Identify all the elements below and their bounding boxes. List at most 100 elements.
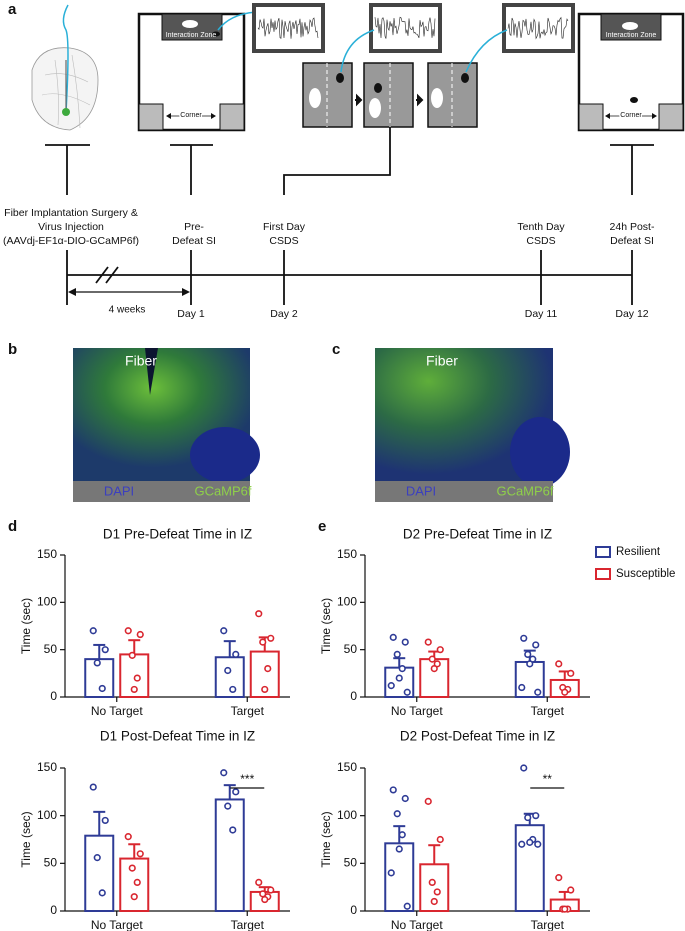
y-tick-label: 0 <box>350 689 357 703</box>
image-label: Fiber <box>426 353 458 369</box>
y-tick-label: 100 <box>37 808 57 822</box>
data-point <box>561 905 569 913</box>
data-point <box>561 688 569 696</box>
error-bar <box>428 844 441 865</box>
chart-title: D2 Post-Defeat Time in IZ <box>400 729 555 744</box>
data-point <box>403 688 411 696</box>
day-label: Day 11 <box>525 308 558 320</box>
data-point <box>136 630 144 639</box>
bar <box>384 842 415 913</box>
y-tick-label: 50 <box>344 856 358 870</box>
channel-label: GCaMP6f <box>496 483 553 498</box>
y-tick-label: 150 <box>37 760 57 774</box>
arena-post <box>577 12 685 132</box>
micrograph-c <box>375 348 570 502</box>
y-tick-label: 150 <box>37 547 57 561</box>
data-point <box>124 833 132 841</box>
y-tick-label: 150 <box>337 547 357 561</box>
data-point <box>261 895 269 904</box>
corner-label: Corner <box>180 112 202 119</box>
signal-trace <box>257 17 319 39</box>
data-point <box>401 794 409 803</box>
data-point <box>567 669 575 677</box>
y-tick-label: 50 <box>44 642 58 656</box>
data-point <box>520 764 528 772</box>
data-point <box>428 878 436 887</box>
y-tick-label: 50 <box>344 642 358 656</box>
x-tick-label: No Target <box>391 918 443 931</box>
data-point <box>424 797 432 805</box>
y-axis-label: Time (sec) <box>319 598 333 654</box>
data-point <box>395 845 403 853</box>
interval-label: 4 weeks <box>109 305 146 316</box>
data-point <box>264 664 272 673</box>
data-point <box>532 641 540 649</box>
x-tick-label: No Target <box>391 704 443 718</box>
error-bar <box>128 639 141 655</box>
data-point <box>401 638 409 646</box>
data-point <box>518 840 526 848</box>
error-bar <box>223 784 236 800</box>
y-tick-label: 0 <box>50 903 57 917</box>
timeline <box>45 127 654 305</box>
data-point <box>436 835 444 844</box>
data-point <box>93 854 101 862</box>
panel-label: b <box>8 341 17 358</box>
data-point <box>398 831 406 839</box>
zone-label: Interaction Zone <box>166 32 217 39</box>
panel-label: d <box>8 518 17 535</box>
panel-label: e <box>318 518 326 535</box>
data-point <box>98 684 106 693</box>
data-point <box>436 646 444 654</box>
y-axis-label: Time (sec) <box>19 811 33 867</box>
error-bar <box>223 640 236 658</box>
chart-title: D1 Post-Defeat Time in IZ <box>100 729 255 744</box>
data-point <box>526 660 534 668</box>
day-label: Day 2 <box>270 308 298 320</box>
arena-pre <box>137 11 257 132</box>
data-point <box>128 651 136 659</box>
data-point <box>136 850 144 858</box>
stage-label: CSDS <box>269 235 298 247</box>
error-bar <box>93 643 106 660</box>
x-tick-label: Target <box>531 704 565 718</box>
data-point <box>130 893 138 901</box>
data-point <box>534 688 542 696</box>
x-tick-label: Target <box>231 918 265 931</box>
data-point <box>387 682 395 690</box>
legend-label: Resilient <box>616 546 661 558</box>
error-bar <box>93 810 106 836</box>
data-point <box>555 874 563 882</box>
day-label: Day 12 <box>615 308 648 320</box>
channel-label: DAPI <box>104 483 134 498</box>
stage-label: CSDS <box>526 235 555 247</box>
data-point <box>101 646 109 654</box>
channel-label: DAPI <box>406 483 436 498</box>
bar <box>84 834 115 912</box>
data-point <box>89 627 97 635</box>
data-point <box>255 610 263 618</box>
data-point <box>133 878 141 887</box>
stage-label: 24h Post- <box>610 221 655 233</box>
x-tick-label: Target <box>231 704 265 718</box>
data-point <box>532 812 540 820</box>
x-tick-label: No Target <box>91 918 143 931</box>
stage-label: Virus Injection <box>38 221 104 233</box>
data-point <box>255 878 263 887</box>
zone-label: Interaction Zone <box>606 32 657 39</box>
day-label: Day 1 <box>177 308 205 320</box>
data-point <box>224 666 232 675</box>
data-point <box>220 627 228 635</box>
data-point <box>393 810 401 818</box>
panel-label: a <box>8 1 17 18</box>
stage-label: First Day <box>263 221 306 233</box>
data-point <box>389 633 397 641</box>
y-axis-label: Time (sec) <box>319 811 333 867</box>
data-point <box>424 638 432 646</box>
error-bar <box>393 657 406 668</box>
y-tick-label: 0 <box>50 689 57 703</box>
data-point <box>534 840 542 848</box>
defeat-cages <box>302 29 508 128</box>
y-axis-label: Time (sec) <box>19 598 33 654</box>
